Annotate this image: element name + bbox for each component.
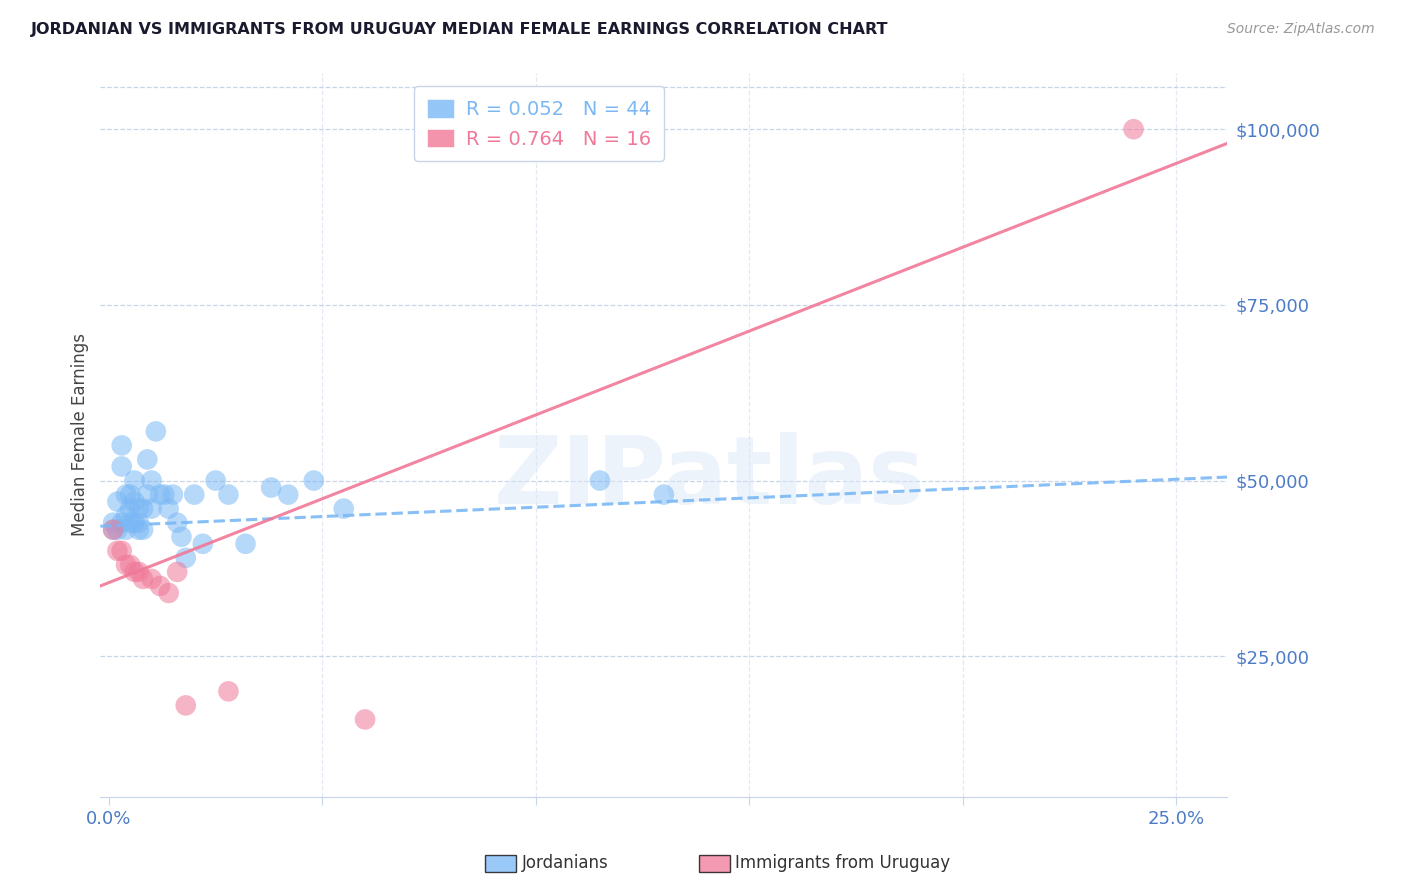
Point	[128, 565, 150, 579]
Point	[170, 530, 193, 544]
Point	[174, 550, 197, 565]
Point	[115, 523, 138, 537]
Point	[235, 537, 257, 551]
Point	[354, 713, 377, 727]
Point	[260, 481, 283, 495]
Point	[302, 474, 325, 488]
Point	[149, 487, 172, 501]
Point	[101, 523, 124, 537]
Point	[115, 487, 138, 501]
Point	[157, 501, 180, 516]
Text: Source: ZipAtlas.com: Source: ZipAtlas.com	[1227, 22, 1375, 37]
Point	[136, 487, 159, 501]
Point	[652, 487, 675, 501]
Point	[166, 516, 188, 530]
Point	[120, 516, 142, 530]
Point	[111, 543, 134, 558]
Point	[217, 487, 239, 501]
Point	[204, 474, 226, 488]
Point	[128, 501, 150, 516]
Text: Immigrants from Uruguay: Immigrants from Uruguay	[735, 855, 950, 872]
Point	[128, 516, 150, 530]
Point	[124, 565, 146, 579]
Point	[107, 543, 129, 558]
Point	[191, 537, 214, 551]
Text: Jordanians: Jordanians	[522, 855, 609, 872]
Point	[111, 459, 134, 474]
Point	[124, 474, 146, 488]
Point	[101, 523, 124, 537]
Point	[107, 494, 129, 508]
Point	[132, 572, 155, 586]
Point	[332, 501, 354, 516]
Point	[120, 501, 142, 516]
Point	[115, 508, 138, 523]
Point	[132, 501, 155, 516]
Point	[174, 698, 197, 713]
Point	[124, 516, 146, 530]
Point	[107, 523, 129, 537]
Point	[277, 487, 299, 501]
Point	[124, 494, 146, 508]
Text: JORDANIAN VS IMMIGRANTS FROM URUGUAY MEDIAN FEMALE EARNINGS CORRELATION CHART: JORDANIAN VS IMMIGRANTS FROM URUGUAY MED…	[31, 22, 889, 37]
Point	[111, 438, 134, 452]
Point	[589, 474, 612, 488]
Point	[141, 474, 163, 488]
Point	[166, 565, 188, 579]
Point	[217, 684, 239, 698]
Point	[132, 523, 155, 537]
Point	[120, 487, 142, 501]
Text: ZIPatlas: ZIPatlas	[494, 433, 925, 524]
Point	[141, 501, 163, 516]
Legend: R = 0.052   N = 44, R = 0.764   N = 16: R = 0.052 N = 44, R = 0.764 N = 16	[415, 87, 664, 161]
Point	[120, 558, 142, 572]
Point	[115, 558, 138, 572]
Point	[145, 425, 167, 439]
Point	[141, 572, 163, 586]
Point	[153, 487, 176, 501]
Point	[162, 487, 184, 501]
Y-axis label: Median Female Earnings: Median Female Earnings	[72, 334, 89, 536]
Point	[101, 516, 124, 530]
Point	[183, 487, 205, 501]
Point	[149, 579, 172, 593]
Point	[128, 523, 150, 537]
Point	[157, 586, 180, 600]
Point	[136, 452, 159, 467]
Point	[1122, 122, 1144, 136]
Point	[111, 516, 134, 530]
